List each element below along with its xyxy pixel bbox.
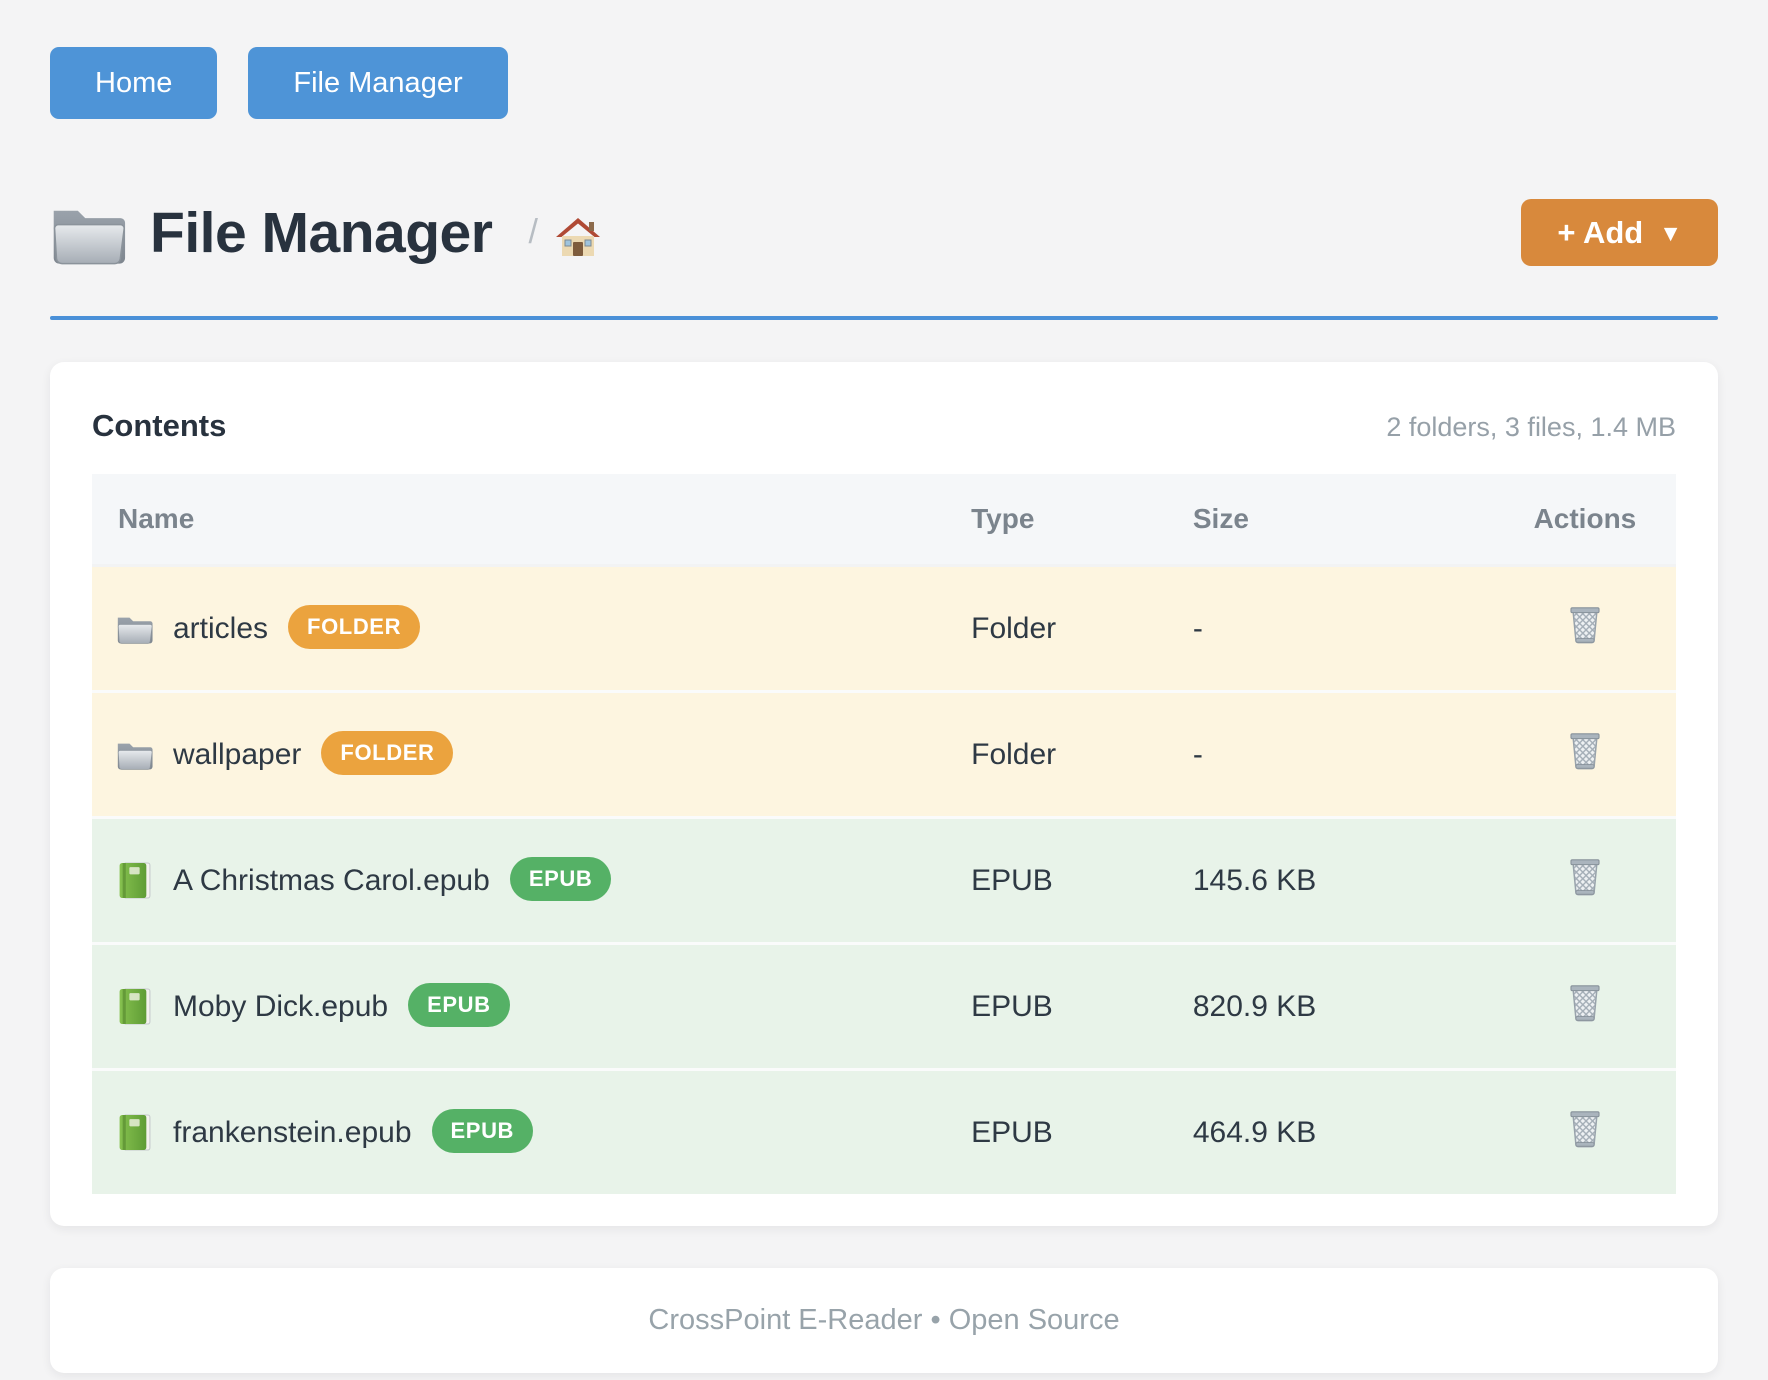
footer-card: CrossPoint E-Reader • Open Source xyxy=(50,1268,1718,1373)
column-header-type: Type xyxy=(971,474,1193,567)
green-book-icon xyxy=(119,988,151,1025)
delete-button[interactable] xyxy=(1566,982,1604,1026)
contents-card: Contents 2 folders, 3 files, 1.4 MB Name… xyxy=(50,362,1718,1226)
size-cell: - xyxy=(1192,567,1494,693)
table-row: Moby Dick.epub EPUB EPUB 820.9 KB xyxy=(92,945,1676,1071)
column-header-size: Size xyxy=(1192,474,1494,567)
file-name-link[interactable]: A Christmas Carol.epub xyxy=(173,863,490,897)
type-cell: EPUB xyxy=(971,1071,1193,1194)
size-cell: 464.9 KB xyxy=(1192,1071,1494,1194)
add-button[interactable]: + Add ▼ xyxy=(1521,199,1718,266)
size-cell: - xyxy=(1192,693,1494,819)
epub-badge: EPUB xyxy=(408,982,510,1027)
delete-button[interactable] xyxy=(1566,604,1604,648)
file-name-link[interactable]: wallpaper xyxy=(173,737,302,771)
size-cell: 145.6 KB xyxy=(1192,819,1494,945)
delete-button[interactable] xyxy=(1566,1108,1604,1152)
size-cell: 820.9 KB xyxy=(1192,945,1494,1071)
type-cell: EPUB xyxy=(971,945,1193,1071)
file-name-link[interactable]: frankenstein.epub xyxy=(173,1115,412,1149)
title-wrap: File Manager / xyxy=(50,200,600,266)
table-row: articles FOLDER Folder - xyxy=(92,567,1676,693)
home-button[interactable]: Home xyxy=(50,47,218,119)
epub-badge: EPUB xyxy=(509,856,612,901)
folder-badge: FOLDER xyxy=(288,604,421,649)
chevron-down-icon: ▼ xyxy=(1659,220,1682,246)
breadcrumb-separator: / xyxy=(528,213,538,251)
folder-icon xyxy=(117,743,153,770)
file-table: Name Type Size Actions articles FOLDER F… xyxy=(92,474,1676,1194)
type-cell: EPUB xyxy=(971,819,1193,945)
file-manager-button[interactable]: File Manager xyxy=(248,47,508,119)
epub-badge: EPUB xyxy=(431,1108,534,1153)
table-row: wallpaper FOLDER Folder - xyxy=(92,693,1676,819)
green-book-icon xyxy=(119,1114,151,1151)
house-icon[interactable] xyxy=(555,217,600,257)
column-header-name: Name xyxy=(92,474,972,567)
table-header-row: Name Type Size Actions xyxy=(92,474,1676,567)
green-book-icon xyxy=(119,862,151,899)
type-cell: Folder xyxy=(971,693,1193,819)
delete-button[interactable] xyxy=(1566,856,1604,900)
type-cell: Folder xyxy=(971,567,1193,693)
footer-text: CrossPoint E-Reader • Open Source xyxy=(648,1304,1120,1336)
folder-icon xyxy=(52,209,126,264)
page-header: File Manager / + Add ▼ xyxy=(50,199,1718,266)
add-button-label: + Add xyxy=(1557,214,1644,250)
table-row: frankenstein.epub EPUB EPUB 464.9 KB xyxy=(92,1071,1676,1194)
folder-icon xyxy=(117,617,153,644)
trash-icon xyxy=(1570,733,1600,770)
page-title: File Manager xyxy=(150,200,493,265)
trash-icon xyxy=(1570,1111,1600,1148)
trash-icon xyxy=(1570,985,1600,1022)
file-name-link[interactable]: articles xyxy=(173,611,269,645)
trash-icon xyxy=(1570,859,1600,896)
file-name-link[interactable]: Moby Dick.epub xyxy=(173,989,389,1023)
delete-button[interactable] xyxy=(1566,730,1604,774)
contents-summary: 2 folders, 3 files, 1.4 MB xyxy=(1386,412,1676,442)
folder-badge: FOLDER xyxy=(321,730,454,775)
trash-icon xyxy=(1570,607,1600,644)
title-divider xyxy=(50,316,1718,320)
contents-card-header: Contents 2 folders, 3 files, 1.4 MB xyxy=(92,408,1676,444)
table-row: A Christmas Carol.epub EPUB EPUB 145.6 K… xyxy=(92,819,1676,945)
top-nav: Home File Manager xyxy=(50,0,1718,119)
contents-title: Contents xyxy=(92,408,227,443)
column-header-actions: Actions xyxy=(1493,474,1676,567)
